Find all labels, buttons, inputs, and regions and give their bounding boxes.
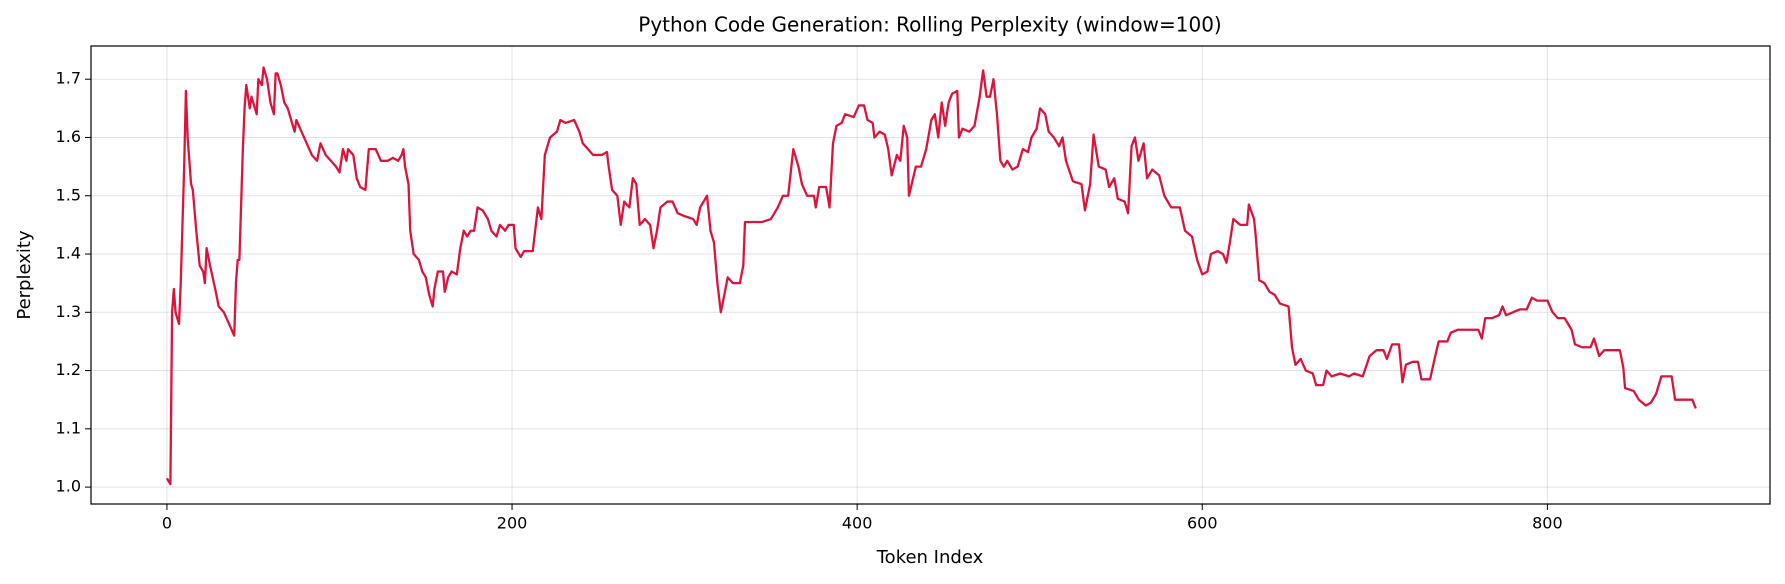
x-axis-label: Token Index [876,547,984,568]
x-tick-label: 0 [162,514,172,533]
y-tick-label: 1.4 [56,244,81,263]
y-tick-label: 1.0 [56,477,81,496]
x-tick-label: 200 [497,514,528,533]
y-tick-label: 1.5 [56,185,81,204]
y-axis-label: Perplexity [14,230,35,320]
chart-title: Python Code Generation: Rolling Perplexi… [638,13,1221,37]
x-tick-label: 600 [1187,514,1218,533]
y-tick-label: 1.1 [56,418,81,437]
y-tick-label: 1.3 [56,302,81,321]
y-tick-label: 1.7 [56,69,81,88]
plot-frame [90,45,1771,505]
data-line [165,66,1697,486]
x-tick-label: 800 [1532,514,1563,533]
y-tick-label: 1.6 [56,127,81,146]
y-tick-label: 1.2 [56,360,81,379]
x-tick-label: 400 [842,514,873,533]
